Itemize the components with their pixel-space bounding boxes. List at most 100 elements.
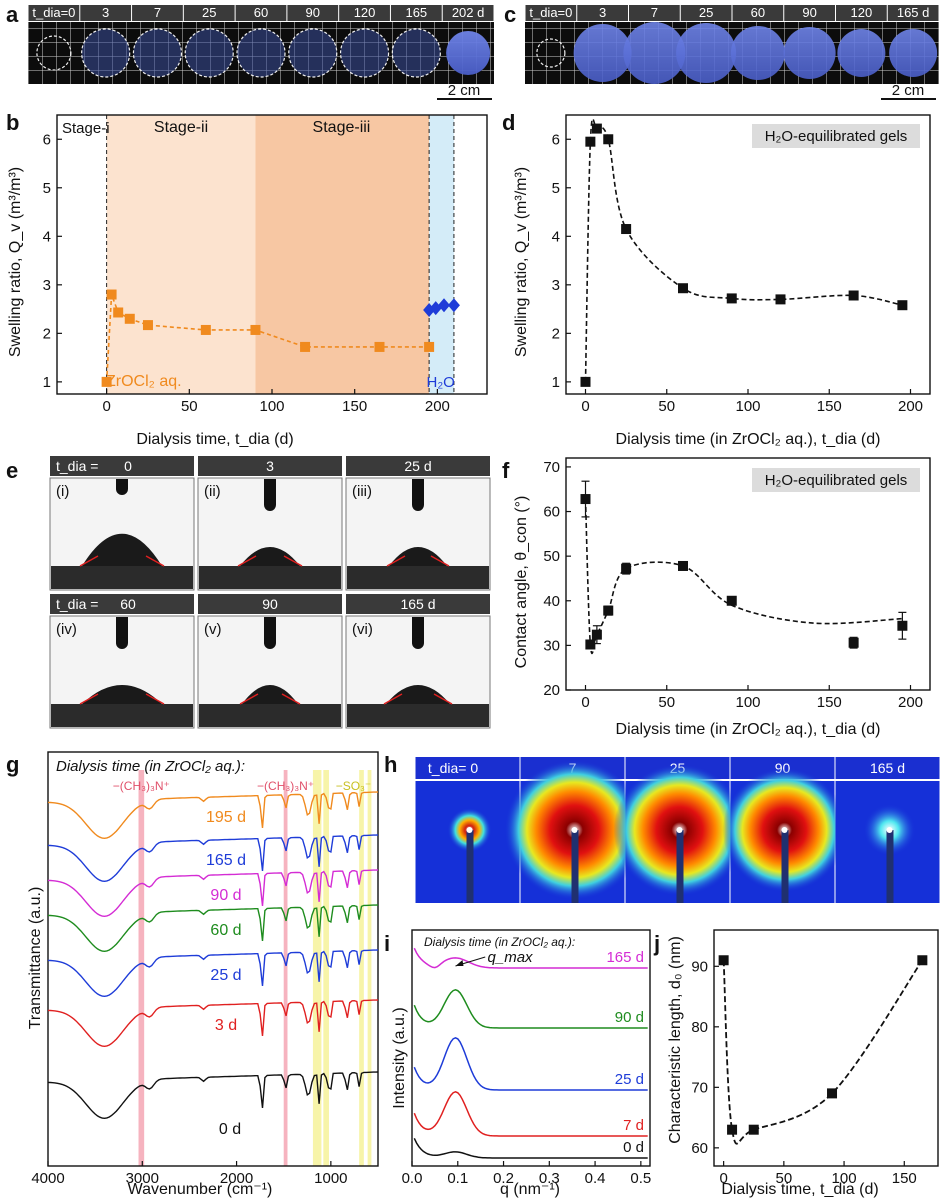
panel-a-header-label: 202 d xyxy=(452,5,485,20)
panel-j-xtick-label: 100 xyxy=(832,1170,857,1187)
panel-b-xtick-label: 150 xyxy=(342,398,367,415)
panel-d-xtick-label: 200 xyxy=(898,398,923,415)
zrocl2-point xyxy=(142,320,153,331)
panel-f-xtick-label: 0 xyxy=(581,694,589,711)
contact-angle-tangent xyxy=(237,555,257,567)
panel-a-header-cell xyxy=(235,5,287,21)
panel-c-header-cell xyxy=(577,5,628,21)
panel-f-point xyxy=(591,629,602,640)
panel-c-gel xyxy=(837,29,886,77)
saxs-profile-label: 165 d xyxy=(606,949,644,966)
substrate xyxy=(51,704,193,727)
panel-a-header-label: t_dia=0 xyxy=(32,5,75,20)
panel-c-header-cell xyxy=(887,5,939,21)
band-label: −(CH₃)₃N⁺ xyxy=(257,779,314,793)
panel-a-gel-outline xyxy=(81,28,131,78)
panel-d-ytick-label: 6 xyxy=(552,131,560,148)
zrocl2-point xyxy=(124,313,135,324)
sessile-droplet xyxy=(242,685,298,704)
saxs-profile xyxy=(413,947,648,969)
panel-g-xtick-label: 1000 xyxy=(314,1170,347,1187)
panel-d-point xyxy=(897,300,908,311)
panel-h-header-label: 165 d xyxy=(870,760,905,776)
panel-label-g: g xyxy=(6,752,19,777)
water-annotation: H₂O xyxy=(427,374,455,391)
panel-d-ytick-label: 3 xyxy=(552,277,560,294)
panel-label-c: c xyxy=(504,2,516,27)
panel-d: d 0 50 100 150 200 1 2 3 4 5 6 H₂O-equilibrated ge… xyxy=(502,110,931,448)
panel-e-image-label: (v) xyxy=(204,621,222,638)
panel-a-gel-outline xyxy=(236,28,286,78)
panel-f-legend: H₂O-equilibrated gels xyxy=(765,472,908,489)
panel-f: f 0 50 100 150 200 20 30 40 50 60 70 H₂O-equilibra… xyxy=(502,457,931,738)
band-label: −(CH₃)₃N⁺ xyxy=(113,779,170,793)
panel-e-header-label: 165 d xyxy=(400,596,435,612)
panel-h-header-cell xyxy=(415,757,520,779)
saxs-profile-label: 90 d xyxy=(615,1009,644,1026)
panel-c-header-cell xyxy=(836,5,887,21)
panel-c-header-bar: t_dia=0 3 7 25 60 90 120 165 d xyxy=(525,5,939,21)
contact-angle-tangent xyxy=(281,693,301,705)
panel-d-xtick-label: 0 xyxy=(581,398,589,415)
panel-a-gel xyxy=(340,29,389,77)
panel-c-header-label: 165 d xyxy=(897,5,930,20)
needle xyxy=(116,617,128,643)
zrocl2-point xyxy=(374,341,385,352)
panel-d-point xyxy=(726,293,737,304)
panel-d-point xyxy=(678,283,688,294)
ftir-series xyxy=(47,999,379,1048)
qmax-annotation: q_max xyxy=(488,949,534,966)
panel-d-ylabel: Swelling ratio, Q_v (m³/m³) xyxy=(513,167,530,357)
panel-i-xlabel: q (nm⁻¹) xyxy=(500,1181,560,1198)
sessile-droplet xyxy=(240,547,300,566)
scale-bar-c-label: 2 cm xyxy=(892,82,925,99)
ftir-series-label: 195 d xyxy=(206,809,246,826)
saxs-profile xyxy=(413,1090,648,1137)
panel-h-header-cell xyxy=(835,757,940,779)
panel-i-axes-frame xyxy=(411,929,651,1167)
panel-b-xlabel: Dialysis time, t_dia (d) xyxy=(136,431,293,448)
panel-b-ylabel: Swelling ratio, Q_v (m³/m³) xyxy=(7,167,24,357)
panel-b-ytick-label: 2 xyxy=(43,325,51,342)
ftir-series xyxy=(47,791,379,840)
panel-label-f: f xyxy=(502,458,510,483)
panel-d-legend-box xyxy=(752,124,920,148)
saxs-profile-label: 25 d xyxy=(615,1071,644,1088)
panel-e-header-cell xyxy=(50,456,194,476)
panel-e-image-label: (iii) xyxy=(352,483,372,500)
panel-c-header-label: 120 xyxy=(851,5,873,20)
panel-b-xtick-label: 0 xyxy=(102,398,110,415)
panel-d-axes-frame xyxy=(565,114,931,395)
panel-a-gel xyxy=(133,29,182,77)
beam-center xyxy=(886,827,893,833)
panel-i-xtick-label: 0.3 xyxy=(539,1170,560,1187)
panel-j-ytick-label: 80 xyxy=(691,1019,708,1036)
panel-j-ytick-label: 70 xyxy=(691,1079,708,1096)
panel-j-point xyxy=(718,955,729,966)
panel-e-header-label: t_dia = xyxy=(56,458,98,474)
ftir-series xyxy=(47,869,379,918)
panel-a-gel-outline xyxy=(36,35,72,71)
panel-b-xtick-label: 100 xyxy=(259,398,284,415)
panel-a-gel xyxy=(446,31,491,75)
panel-c-gel xyxy=(730,26,785,80)
ftir-band xyxy=(323,770,329,1166)
water-point xyxy=(438,298,450,313)
panel-b-ytick-label: 1 xyxy=(43,374,51,391)
panel-g-xlabel: Wavenumber (cm⁻¹) xyxy=(128,1181,273,1198)
panel-g-xtick-label: 3000 xyxy=(126,1170,159,1187)
panel-d-ytick-label: 2 xyxy=(552,325,560,342)
panel-label-i: i xyxy=(384,931,390,956)
sessile-droplet xyxy=(386,685,450,704)
ftir-band xyxy=(367,770,372,1166)
qmax-arrowhead xyxy=(455,960,464,966)
stage-band xyxy=(255,115,430,394)
panel-i-xtick-label: 0.1 xyxy=(447,1170,468,1187)
panel-f-xtick-label: 100 xyxy=(735,694,760,711)
zrocl2-point xyxy=(106,289,117,300)
panel-a: a t_dia=0 3 7 25 60 90 120 165 202 d 2 cm xyxy=(6,2,494,100)
panel-g-ylabel: Transmittance (a.u.) xyxy=(27,887,44,1030)
panel-a-header-label: 120 xyxy=(354,5,376,20)
panel-c-header-label: 25 xyxy=(699,5,713,20)
panel-e-header-cell xyxy=(346,594,490,614)
